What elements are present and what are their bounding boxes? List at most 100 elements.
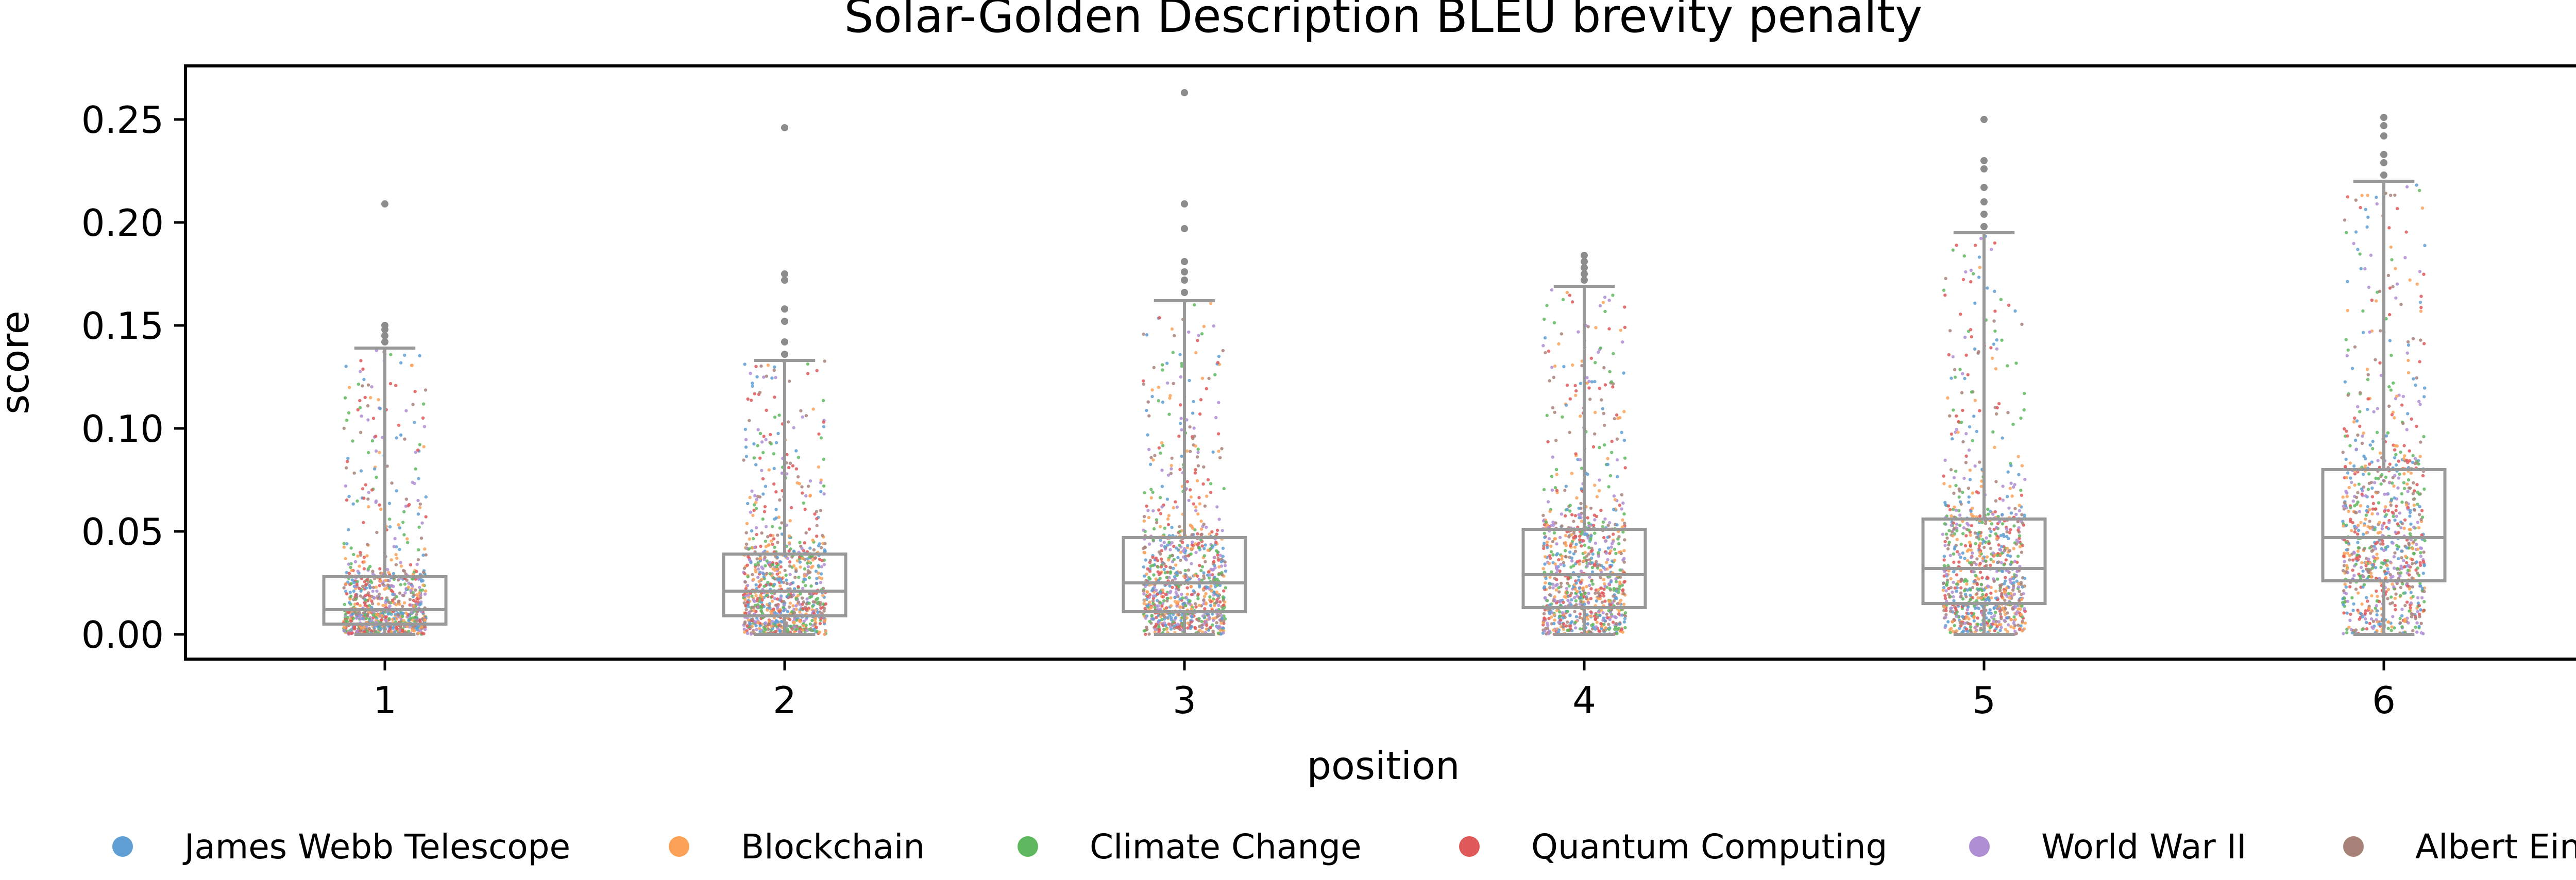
strip-point: [1209, 584, 1213, 588]
strip-point: [405, 625, 409, 629]
strip-point: [1552, 628, 1555, 632]
strip-point: [1202, 595, 1207, 598]
strip-point: [744, 438, 748, 441]
strip-point: [1943, 597, 1947, 600]
strip-point: [750, 529, 754, 533]
strip-point: [1157, 625, 1161, 629]
strip-point: [1978, 562, 1982, 565]
strip-point: [1598, 446, 1601, 450]
strip-point: [401, 611, 405, 615]
strip-point: [1548, 612, 1552, 615]
strip-point: [1599, 576, 1603, 580]
strip-point: [1585, 613, 1589, 617]
strip-point: [1165, 606, 1168, 610]
strip-point: [811, 407, 815, 411]
strip-point: [2006, 547, 2009, 550]
strip-point: [1998, 612, 2003, 616]
strip-point: [2356, 500, 2360, 504]
strip-point: [1190, 625, 1194, 629]
strip-point: [1168, 554, 1172, 558]
strip-point: [420, 625, 423, 629]
strip-point: [2009, 577, 2012, 581]
strip-point: [1589, 506, 1593, 510]
strip-point: [2361, 434, 2364, 438]
strip-point: [1570, 513, 1574, 516]
strip-point: [796, 456, 801, 459]
strip-point: [371, 585, 376, 590]
strip-point: [2422, 342, 2426, 346]
strip-point: [1160, 617, 1164, 622]
strip-point: [1161, 400, 1165, 404]
strip-point: [1971, 551, 1974, 555]
strip-point: [1154, 556, 1158, 560]
strip-point: [2418, 563, 2422, 567]
strip-point: [1192, 502, 1195, 506]
strip-point: [1944, 532, 1948, 536]
strip-point: [372, 467, 377, 471]
strip-point: [385, 596, 389, 600]
strip-point: [1969, 594, 1972, 597]
strip-point: [2354, 447, 2359, 451]
strip-point: [412, 604, 416, 608]
strip-point: [399, 361, 403, 365]
strip-point: [1954, 608, 1958, 612]
strip-point: [1162, 599, 1166, 603]
strip-point: [1163, 545, 1166, 548]
strip-point: [2345, 567, 2349, 571]
strip-point: [1544, 520, 1548, 524]
strip-point: [1619, 598, 1623, 602]
strip-point: [1159, 557, 1163, 561]
strip-point: [2384, 475, 2388, 479]
strip-point: [1180, 361, 1183, 366]
strip-point: [1982, 545, 1986, 549]
strip-point: [1989, 546, 1993, 550]
strip-point: [418, 502, 422, 506]
strip-point: [1612, 586, 1616, 591]
strip-point: [1590, 546, 1594, 550]
strip-point: [1146, 567, 1149, 571]
strip-point: [1622, 592, 1625, 596]
strip-point: [375, 349, 378, 352]
strip-point: [1222, 627, 1225, 630]
strip-point: [1618, 582, 1622, 585]
strip-point: [2375, 202, 2379, 206]
strip-point: [2375, 430, 2379, 434]
strip-point: [1221, 546, 1225, 550]
strip-point: [1578, 538, 1582, 542]
strip-point: [792, 593, 795, 597]
strip-point: [752, 508, 756, 512]
strip-point: [1994, 480, 1998, 484]
strip-point: [347, 611, 351, 614]
strip-point: [1978, 550, 1981, 555]
strip-point: [1215, 621, 1218, 625]
strip-point: [764, 628, 768, 632]
strip-point: [1993, 309, 1997, 313]
strip-point: [1170, 327, 1174, 331]
strip-point: [1980, 576, 1984, 580]
strip-point: [790, 627, 794, 631]
strip-point: [420, 521, 424, 525]
strip-point: [2422, 487, 2426, 491]
strip-point: [790, 610, 794, 614]
strip-point: [347, 562, 350, 566]
strip-point: [772, 607, 775, 611]
strip-point: [1215, 600, 1219, 604]
strip-point: [752, 578, 755, 581]
strip-point: [1561, 611, 1565, 615]
strip-point: [378, 592, 381, 596]
strip-point: [2362, 454, 2366, 458]
strip-point: [1942, 482, 1946, 486]
strip-point: [744, 455, 749, 458]
strip-point: [1541, 631, 1545, 635]
strip-point: [2389, 629, 2393, 632]
strip-point: [1167, 540, 1171, 544]
strip-point: [395, 595, 398, 599]
strip-point: [2350, 367, 2354, 370]
strip-point: [1147, 515, 1150, 520]
strip-point: [349, 594, 353, 598]
strip-point: [370, 488, 374, 492]
strip-point: [348, 386, 351, 389]
strip-point: [1161, 363, 1164, 367]
strip-point: [761, 517, 765, 521]
strip-point: [1590, 561, 1594, 565]
